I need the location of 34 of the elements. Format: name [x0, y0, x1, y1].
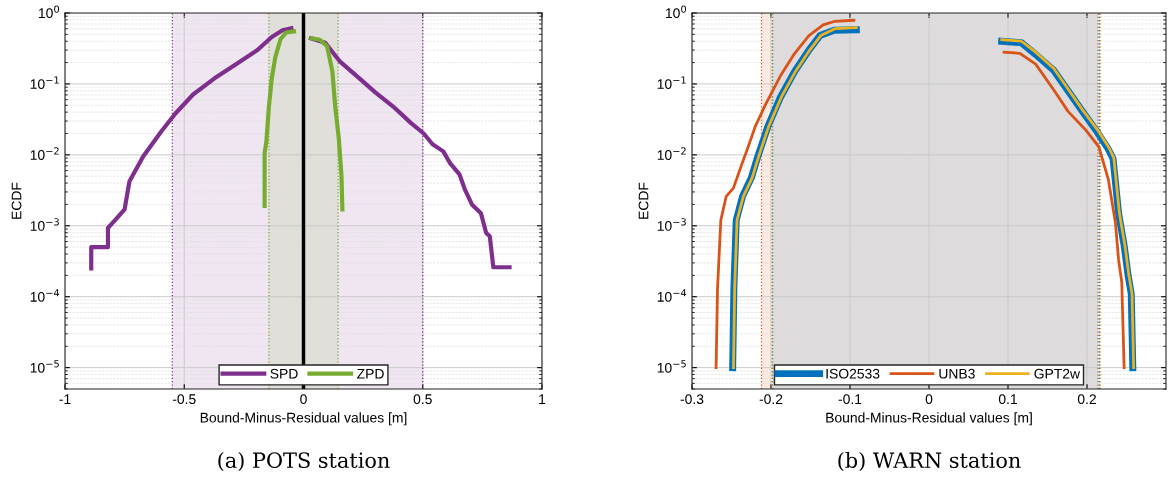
- legend-label: GPT2w: [1034, 368, 1081, 379]
- legend-label: SPD: [270, 368, 298, 379]
- y-tick-label: 10$^{−5}$: [657, 360, 686, 373]
- text: (b) WARN station: [838, 451, 1021, 471]
- y-tick-label: 10$^{−4}$: [657, 289, 687, 302]
- x-tick-label: -1: [59, 394, 71, 404]
- x-tick-label: -0.1: [838, 394, 862, 405]
- x-tick-label: 0.1: [998, 394, 1017, 405]
- legend-label: UNB3: [939, 368, 975, 379]
- x-tick-label: 0: [925, 394, 933, 405]
- y-tick-label: 10$^{−4}$: [30, 289, 60, 302]
- y-tick-label: 10$^{0}$: [665, 5, 687, 19]
- x-tick-label: -0.5: [172, 394, 196, 405]
- x-tick-label: -0.2: [759, 394, 783, 405]
- legend-label: ISO2533: [826, 368, 880, 379]
- y-tick-label: 10$^{−2}$: [657, 147, 686, 160]
- x-tick-label: 0.5: [413, 394, 432, 405]
- x-axis-title: Bound-Minus-Residual values [m]: [200, 412, 407, 426]
- y-axis-title: ECDF: [11, 182, 22, 219]
- y-tick-label: 10$^{−1}$: [30, 76, 59, 89]
- y-tick-label: 10$^{−3}$: [657, 218, 686, 231]
- y-tick-label: 10$^{0}$: [38, 5, 60, 19]
- x-tick-label: 1: [539, 394, 546, 404]
- legend-label: ZPD: [357, 368, 384, 379]
- y-tick-label: 10$^{−2}$: [30, 147, 59, 160]
- y-tick-label: 10$^{−1}$: [657, 76, 686, 89]
- x-tick-label: 0: [300, 394, 307, 405]
- x-tick-label: 0.2: [1077, 394, 1096, 405]
- y-axis-title: ECDF: [638, 182, 649, 219]
- text: (a) POTS station: [218, 451, 390, 471]
- x-tick-label: -0.3: [680, 394, 704, 405]
- y-tick-label: 10$^{−5}$: [30, 360, 59, 373]
- x-axis-title: Bound-Minus-Residual values [m]: [826, 412, 1032, 426]
- y-tick-label: 10$^{−3}$: [30, 218, 59, 231]
